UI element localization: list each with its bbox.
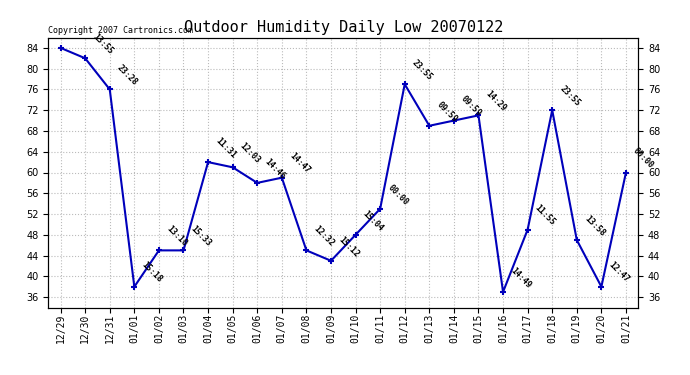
Text: 15:04: 15:04 — [361, 209, 385, 232]
Title: Outdoor Humidity Daily Low 20070122: Outdoor Humidity Daily Low 20070122 — [184, 20, 503, 35]
Text: 00:00: 00:00 — [631, 146, 656, 170]
Text: 15:33: 15:33 — [189, 224, 213, 248]
Text: 13:58: 13:58 — [582, 214, 607, 238]
Text: 14:29: 14:29 — [484, 89, 508, 113]
Text: 12:32: 12:32 — [312, 224, 336, 248]
Text: 15:18: 15:18 — [140, 261, 164, 285]
Text: 00:00: 00:00 — [386, 183, 410, 207]
Text: 12:47: 12:47 — [607, 261, 631, 285]
Text: 11:55: 11:55 — [533, 203, 558, 228]
Text: 23:55: 23:55 — [411, 58, 434, 82]
Text: 13:10: 13:10 — [164, 224, 188, 248]
Text: 09:59: 09:59 — [460, 94, 484, 118]
Text: 14:47: 14:47 — [287, 152, 311, 176]
Text: 14:46: 14:46 — [263, 157, 287, 181]
Text: 14:49: 14:49 — [509, 266, 533, 290]
Text: 09:59: 09:59 — [435, 99, 459, 124]
Text: 13:55: 13:55 — [90, 32, 115, 56]
Text: 12:03: 12:03 — [238, 141, 262, 165]
Text: 23:28: 23:28 — [115, 63, 139, 87]
Text: 11:31: 11:31 — [214, 136, 237, 160]
Text: 15:12: 15:12 — [337, 234, 361, 259]
Text: Copyright 2007 Cartronics.com: Copyright 2007 Cartronics.com — [48, 26, 193, 35]
Text: 23:55: 23:55 — [558, 84, 582, 108]
